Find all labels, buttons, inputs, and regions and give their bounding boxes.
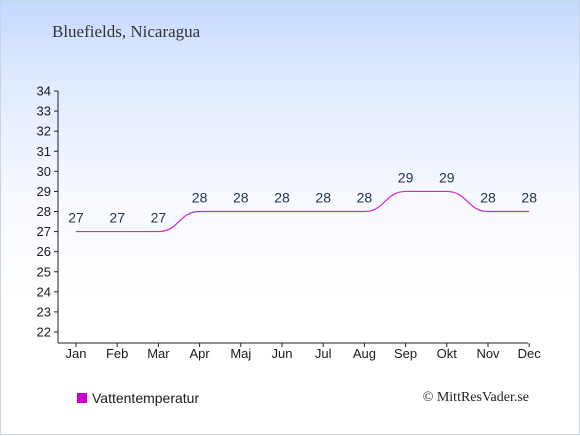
y-tick-label: 23 (37, 304, 51, 319)
y-tick-label: 30 (37, 164, 51, 179)
x-tick-label: Dec (518, 346, 542, 361)
data-label: 28 (233, 190, 249, 206)
x-tick-label: Okt (437, 346, 458, 361)
x-tick-label: Apr (189, 346, 210, 361)
x-tick-label: Maj (230, 346, 251, 361)
data-label: 28 (315, 190, 331, 206)
data-label: 28 (274, 190, 290, 206)
y-tick-label: 27 (37, 224, 51, 239)
y-tick-label: 34 (37, 84, 51, 99)
x-tick-label: Nov (476, 346, 500, 361)
y-tick-label: 26 (37, 244, 51, 259)
x-tick-label: Feb (106, 346, 128, 361)
data-label: 28 (357, 190, 373, 206)
y-tick-label: 25 (37, 264, 51, 279)
x-tick-label: Jan (66, 346, 87, 361)
y-tick-label: 28 (37, 204, 51, 219)
y-tick-label: 22 (37, 325, 51, 340)
data-label: 29 (398, 169, 414, 185)
data-label: 28 (192, 190, 208, 206)
data-label: 27 (109, 210, 125, 226)
y-tick-label: 32 (37, 124, 51, 139)
data-label: 27 (68, 210, 84, 226)
x-tick-label: Jul (315, 346, 332, 361)
x-tick-label: Sep (394, 346, 417, 361)
y-tick-label: 29 (37, 184, 51, 199)
legend: Vattentemperatur (77, 390, 199, 406)
y-tick-label: 33 (37, 104, 51, 119)
copyright-text: © MittResVader.se (422, 390, 529, 405)
axes: 22 23 24 25 26 27 28 29 30 31 32 33 34 Jan Feb Mar Apr Ma… (37, 84, 542, 362)
x-tick-label: Aug (353, 346, 376, 361)
data-label: 28 (480, 190, 496, 206)
plot-area: 27 27 27 28 28 28 28 28 29 29 28 28 (68, 169, 537, 233)
x-tick-label: Jun (272, 346, 293, 361)
series-line-vattentemperatur (75, 190, 530, 233)
chart-title: Bluefields, Nicaragua (52, 22, 201, 41)
x-tick-label: Mar (147, 346, 170, 361)
data-label: 28 (521, 190, 537, 206)
legend-swatch (77, 393, 87, 403)
data-label: 27 (151, 210, 167, 226)
legend-label: Vattentemperatur (92, 390, 200, 406)
y-tick-label: 24 (37, 284, 51, 299)
y-tick-label: 31 (37, 144, 51, 159)
data-label: 29 (439, 169, 455, 185)
